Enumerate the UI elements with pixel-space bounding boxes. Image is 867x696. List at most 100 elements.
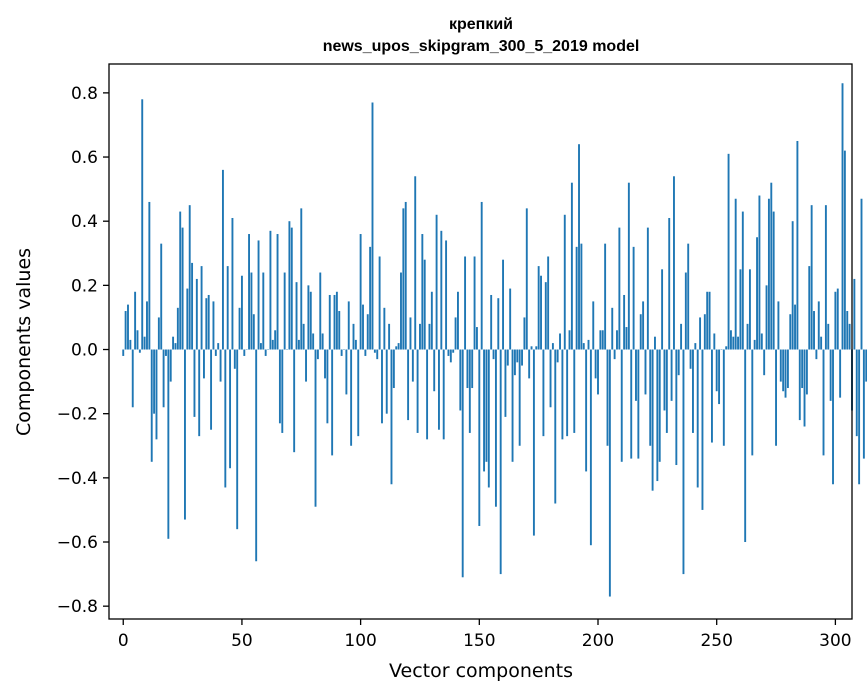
bar	[862, 349, 865, 459]
bar	[544, 282, 547, 350]
bar	[665, 349, 668, 433]
bar	[843, 150, 846, 350]
y-tick-label: 0.4	[71, 212, 98, 232]
y-tick-label: −0.6	[57, 533, 98, 553]
bar	[744, 349, 747, 543]
bar	[820, 336, 823, 350]
bar	[649, 349, 652, 446]
bar	[540, 275, 542, 350]
bar	[711, 349, 713, 443]
bar	[734, 198, 737, 350]
bars-group	[122, 83, 867, 597]
bar	[765, 285, 768, 350]
bar	[592, 301, 595, 350]
bar	[419, 323, 421, 350]
bar	[779, 349, 782, 382]
bar	[706, 291, 709, 350]
bar	[594, 349, 597, 379]
x-tick-label: 200	[582, 631, 614, 651]
bar	[131, 349, 134, 408]
bar	[530, 346, 533, 350]
bar	[464, 256, 467, 350]
bar	[290, 227, 293, 350]
bar	[193, 349, 196, 417]
bar	[127, 304, 129, 350]
bar	[468, 349, 471, 433]
bar	[376, 349, 379, 360]
bar	[338, 311, 341, 350]
bar	[288, 221, 291, 350]
bar	[620, 349, 623, 462]
bar	[521, 349, 523, 366]
bar	[824, 205, 827, 350]
bar	[352, 323, 355, 350]
bar	[587, 339, 590, 350]
bar	[471, 349, 474, 389]
x-tick-label: 250	[700, 631, 732, 651]
bar	[739, 269, 742, 350]
bar	[276, 234, 279, 350]
bar	[642, 301, 645, 350]
bar	[794, 304, 796, 350]
bar	[573, 349, 576, 433]
bar	[492, 349, 495, 360]
bar	[324, 349, 326, 379]
bar	[513, 349, 516, 376]
bar	[243, 349, 246, 356]
bar	[454, 317, 457, 350]
bar	[502, 259, 504, 350]
bar	[293, 349, 296, 453]
bar	[172, 336, 175, 350]
bar	[516, 349, 519, 363]
bar	[689, 349, 692, 369]
bar	[221, 169, 224, 350]
bar	[832, 349, 834, 485]
bar	[426, 349, 429, 440]
bar	[407, 349, 410, 421]
bar	[326, 349, 329, 424]
bar	[397, 343, 400, 350]
bar	[309, 291, 312, 350]
bar	[658, 349, 661, 462]
bar	[274, 330, 277, 350]
bar	[630, 349, 633, 459]
plot-frame	[108, 63, 853, 620]
bar	[416, 349, 419, 433]
bar	[772, 211, 775, 350]
bar	[409, 317, 412, 350]
bar	[608, 349, 611, 597]
bar	[359, 234, 362, 350]
bar	[601, 330, 604, 350]
bar	[727, 153, 730, 350]
bar	[210, 349, 213, 430]
bar	[236, 349, 239, 530]
bar	[461, 349, 464, 578]
bar	[179, 211, 182, 350]
bar	[250, 272, 253, 350]
bar	[138, 349, 141, 353]
bar	[385, 349, 388, 414]
bar	[466, 349, 469, 389]
bar	[708, 291, 711, 350]
bar	[238, 307, 241, 350]
bar	[364, 349, 367, 356]
bar	[839, 349, 842, 398]
bar	[582, 343, 585, 350]
bar	[259, 343, 262, 350]
bar	[452, 349, 455, 353]
bar	[677, 349, 680, 376]
bar	[449, 349, 452, 363]
bar	[808, 266, 811, 350]
bar	[129, 339, 132, 350]
bar	[732, 336, 735, 350]
bar	[511, 349, 514, 462]
bar	[283, 272, 286, 350]
bar	[169, 349, 172, 382]
bar	[278, 349, 281, 424]
bar	[675, 349, 678, 466]
bar	[392, 349, 395, 389]
bar	[316, 349, 319, 360]
bar	[214, 349, 217, 356]
bar	[760, 333, 763, 350]
bar	[741, 211, 744, 350]
